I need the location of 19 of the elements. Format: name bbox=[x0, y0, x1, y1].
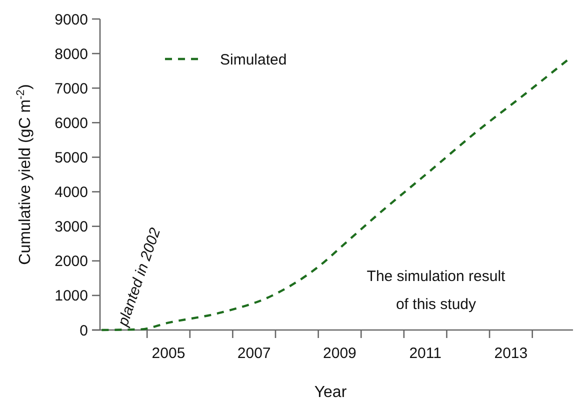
y-tick-label: 8000 bbox=[54, 46, 88, 63]
x-tick-label: 2007 bbox=[237, 345, 271, 362]
y-tick-label: 6000 bbox=[54, 114, 88, 132]
y-tick-label: 4000 bbox=[54, 184, 88, 202]
annotation: planted in 2002 bbox=[114, 225, 164, 330]
x-tick-label: 2013 bbox=[494, 345, 528, 362]
y-tick-label: 9000 bbox=[54, 11, 88, 28]
y-tick-label: 7000 bbox=[54, 80, 88, 98]
y-tick-label: 0 bbox=[80, 322, 88, 340]
x-tick-label: 2011 bbox=[409, 345, 442, 362]
y-tick-label: 3000 bbox=[54, 218, 88, 236]
x-tick-label: 2005 bbox=[152, 345, 186, 362]
x-tick-label: 2009 bbox=[323, 345, 356, 362]
legend-label: Simulated bbox=[220, 51, 287, 68]
y-tick-label: 2000 bbox=[54, 253, 88, 270]
x-axis-title: Year bbox=[314, 384, 348, 401]
y-tick-label: 5000 bbox=[54, 149, 88, 166]
y-tick-label: 1000 bbox=[54, 288, 88, 305]
annotation: The simulation result of this study bbox=[366, 268, 506, 313]
